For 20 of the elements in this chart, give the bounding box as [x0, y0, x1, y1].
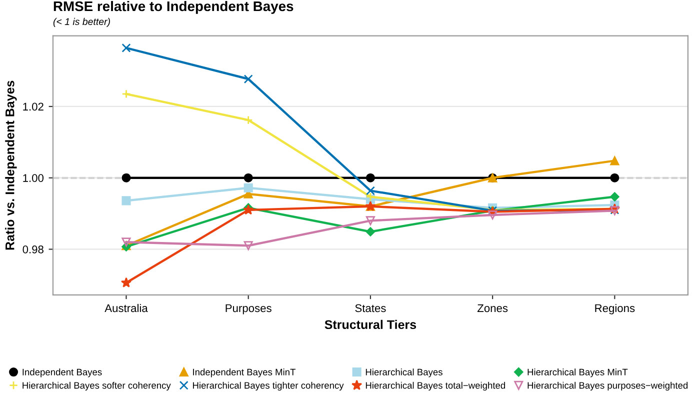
y-tick-label: 1.00 — [23, 174, 44, 182]
chart-title: RMSE relative to Independent Bayes — [54, 0, 294, 14]
y-tick-label: 1.02 — [23, 102, 44, 111]
chart-subtitle: (< 1 is better) — [53, 18, 110, 27]
legend-label: Independent Bayes MinT — [193, 368, 296, 378]
x-tick-label: Regions — [595, 304, 635, 314]
y-tick-label: 0.98 — [22, 246, 44, 254]
legend-label: Hierarchical Bayes softer coherency — [22, 382, 171, 391]
legend-label: Independent Bayes — [22, 368, 102, 378]
x-tick-label: Purposes — [226, 304, 272, 314]
legend-label: Hierarchical Bayes total−weighted — [366, 382, 506, 391]
legend-label: Hierarchical Bayes — [366, 368, 442, 378]
legend-label: Hierarchical Bayes MinT — [528, 368, 628, 378]
x-axis-title: Structural Tiers — [324, 320, 416, 330]
x-tick-label: States — [355, 304, 386, 312]
x-tick-label: Zones — [477, 304, 508, 312]
x-tick-label: Australia — [104, 304, 148, 312]
legend-label: Hierarchical Bayes tighter coherency — [193, 382, 344, 391]
legend-label: Hierarchical Bayes purposes−weighted — [528, 382, 688, 391]
y-axis-title: Ratio vs. Independent Bayes — [5, 80, 17, 250]
